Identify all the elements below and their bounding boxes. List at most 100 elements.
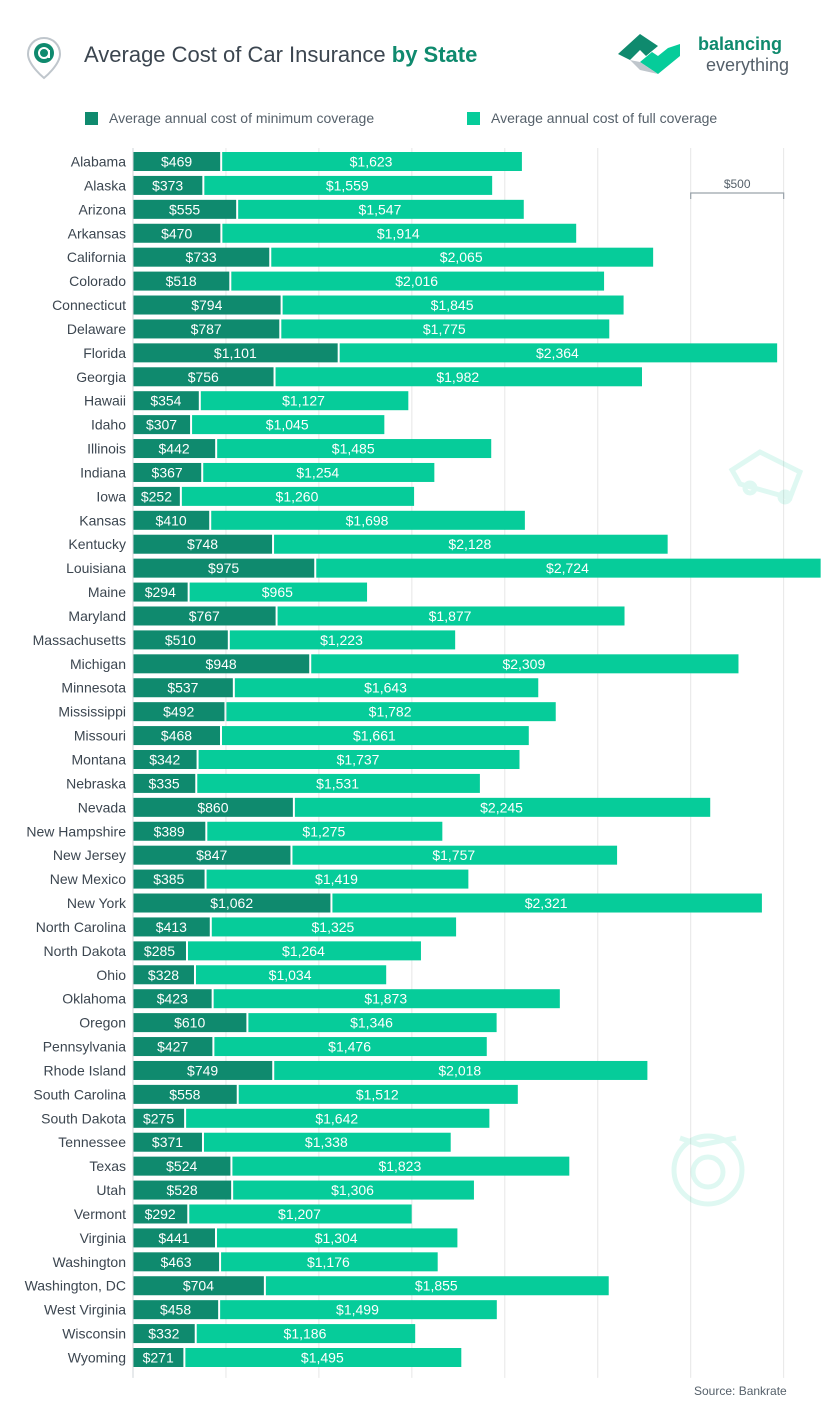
value-label-minimum: $294 <box>145 584 176 600</box>
bar-minimum-coverage <box>133 319 280 339</box>
bar-minimum-coverage <box>133 821 206 841</box>
state-label: Delaware <box>67 321 126 337</box>
state-label: Kentucky <box>68 536 126 552</box>
value-label-minimum: $427 <box>157 1039 188 1055</box>
value-label-minimum: $756 <box>188 369 219 385</box>
value-label-full: $1,346 <box>350 1015 393 1031</box>
bar-minimum-coverage <box>133 558 315 578</box>
value-label-full: $1,485 <box>332 441 375 457</box>
value-label-minimum: $335 <box>149 775 180 791</box>
state-label: North Dakota <box>44 943 127 959</box>
value-label-full: $1,643 <box>364 680 407 696</box>
value-label-full: $1,982 <box>436 369 479 385</box>
value-label-minimum: $373 <box>152 177 183 193</box>
value-label-minimum: $749 <box>187 1062 218 1078</box>
bar-minimum-coverage <box>133 247 270 267</box>
state-label: Wisconsin <box>62 1326 126 1342</box>
value-label-minimum: $367 <box>152 464 183 480</box>
bar-minimum-coverage <box>133 1204 188 1224</box>
bar-minimum-coverage <box>133 1276 264 1296</box>
state-label: Hawaii <box>84 393 126 409</box>
value-label-full: $1,775 <box>423 321 466 337</box>
value-label-full: $1,757 <box>432 847 475 863</box>
source-note: Source: Bankrate <box>694 1384 787 1398</box>
value-label-minimum: $413 <box>156 919 187 935</box>
bar-minimum-coverage <box>133 1037 213 1057</box>
bar-minimum-coverage <box>133 343 338 363</box>
value-label-minimum: $468 <box>161 728 192 744</box>
bar-minimum-coverage <box>133 845 291 865</box>
bar-full-coverage <box>265 1276 609 1296</box>
value-label-full: $1,127 <box>282 393 325 409</box>
value-label-minimum: $537 <box>167 680 198 696</box>
state-label: Minnesota <box>61 680 126 696</box>
value-label-full: $1,306 <box>331 1182 374 1198</box>
state-label: New Hampshire <box>26 823 126 839</box>
bar-full-coverage <box>197 773 480 793</box>
state-label: Missouri <box>74 728 126 744</box>
value-label-minimum: $1,101 <box>214 345 257 361</box>
bar-minimum-coverage <box>133 726 221 746</box>
bar-minimum-coverage <box>133 367 274 387</box>
value-label-minimum: $555 <box>169 201 200 217</box>
bar-minimum-coverage <box>133 654 310 674</box>
state-label: Ohio <box>96 967 126 983</box>
bar-minimum-coverage <box>133 415 191 435</box>
value-label-full: $1,223 <box>320 632 363 648</box>
bar-minimum-coverage <box>133 175 203 195</box>
value-label-minimum: $385 <box>153 871 184 887</box>
state-label: West Virginia <box>44 1302 126 1318</box>
value-label-full: $2,018 <box>438 1062 481 1078</box>
bar-minimum-coverage <box>133 917 210 937</box>
bar-full-coverage <box>181 486 415 506</box>
value-label-minimum: $285 <box>144 943 175 959</box>
value-label-minimum: $787 <box>191 321 222 337</box>
bar-full-coverage <box>232 1156 570 1176</box>
state-label: New York <box>67 895 127 911</box>
value-label-full: $1,034 <box>269 967 312 983</box>
bar-minimum-coverage <box>133 295 281 315</box>
bar-full-coverage <box>226 702 556 722</box>
state-label: Rhode Island <box>43 1062 126 1078</box>
bar-minimum-coverage <box>133 941 186 961</box>
state-label: Montana <box>72 752 127 768</box>
value-label-minimum: $458 <box>160 1302 191 1318</box>
value-label-full: $2,321 <box>525 895 568 911</box>
bar-full-coverage <box>316 558 821 578</box>
bar-minimum-coverage <box>133 1180 232 1200</box>
bar-minimum-coverage <box>133 773 196 793</box>
value-label-full: $1,499 <box>336 1302 379 1318</box>
value-label-minimum: $271 <box>143 1350 174 1366</box>
value-label-full: $1,207 <box>278 1206 321 1222</box>
bar-minimum-coverage <box>133 1013 247 1033</box>
state-label: Illinois <box>87 441 126 457</box>
value-label-minimum: $332 <box>148 1326 179 1342</box>
money-watermark-icon <box>671 1133 745 1207</box>
bar-full-coverage <box>229 630 456 650</box>
bar-minimum-coverage <box>133 1156 231 1176</box>
state-label: Arizona <box>79 201 127 217</box>
value-label-full: $2,724 <box>546 560 589 576</box>
value-label-full: $1,304 <box>315 1230 358 1246</box>
value-label-minimum: $463 <box>160 1254 191 1270</box>
value-label-minimum: $748 <box>187 536 218 552</box>
legend-swatch-minimum <box>85 111 98 125</box>
bar-minimum-coverage <box>133 199 237 219</box>
bar-full-coverage <box>292 845 618 865</box>
state-label: Tennessee <box>58 1134 126 1150</box>
bar-full-coverage <box>189 582 368 602</box>
bar-full-coverage <box>238 199 524 219</box>
value-label-full: $1,260 <box>276 488 319 504</box>
bar-minimum-coverage <box>133 152 221 171</box>
value-label-minimum: $371 <box>152 1134 183 1150</box>
bar-minimum-coverage <box>133 1060 273 1080</box>
value-label-full: $1,495 <box>301 1350 344 1366</box>
bar-minimum-coverage <box>133 1348 184 1367</box>
brand-name-line1: balancing <box>698 34 783 54</box>
bar-minimum-coverage <box>133 462 202 482</box>
value-label-minimum: $492 <box>163 704 194 720</box>
state-label: Connecticut <box>52 297 126 313</box>
bar-full-coverage <box>206 869 469 889</box>
legend-label-minimum: Average annual cost of minimum coverage <box>109 110 375 126</box>
bar-minimum-coverage <box>133 989 212 1009</box>
